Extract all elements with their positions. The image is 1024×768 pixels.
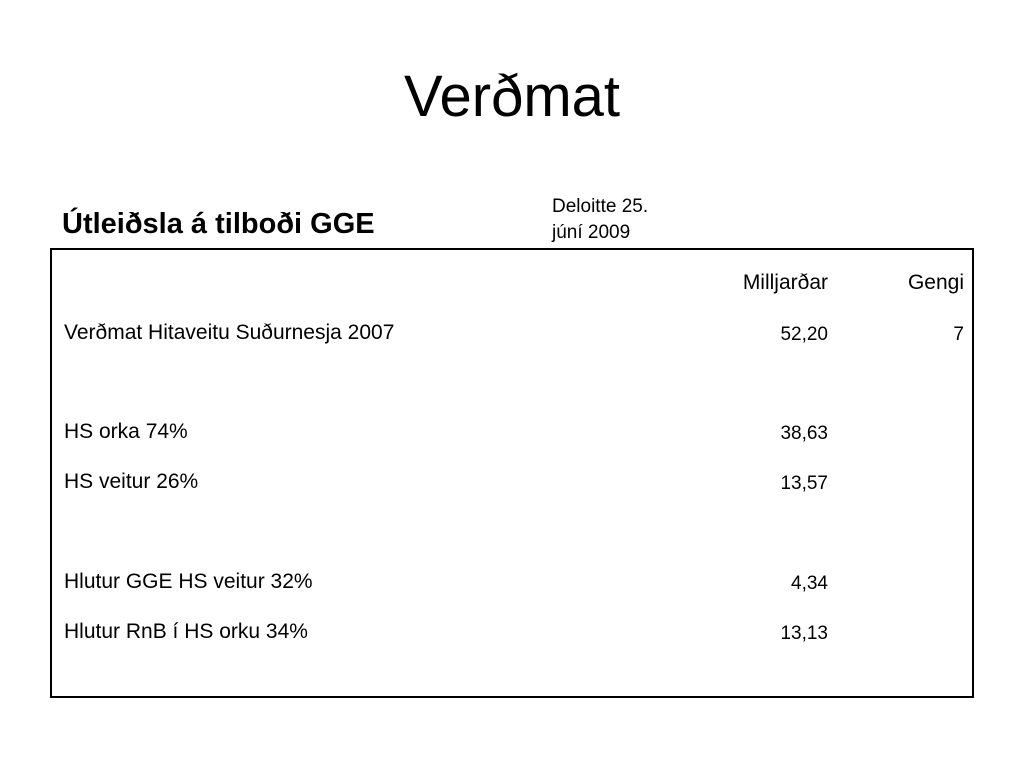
row-label-hs-orka: HS orka 74% [64,420,188,443]
row-value-hs-veitur: 13,57 [780,473,828,494]
section-heading: Útleiðsla á tilboði GGE [62,208,375,240]
column-header-billions: Milljarðar [742,271,828,294]
source-note-line1: Deloitte 25. [552,196,649,217]
row-rate-hs-valuation: 7 [953,324,964,345]
slide-title: Verðmat [404,64,620,129]
source-note-line2: júní 2009 [552,222,631,243]
source-note: Deloitte 25. júní 2009 [552,194,702,246]
row-label-hs-veitur: HS veitur 26% [64,470,199,493]
row-value-hs-orka: 38,63 [780,423,828,444]
valuation-table: Milljarðar Gengi Verðmat Hitaveitu Suður… [50,248,974,698]
row-label-hs-valuation: Verðmat Hitaveitu Suðurnesja 2007 [64,321,395,344]
row-value-hs-valuation: 52,20 [780,324,828,345]
row-value-gge-share: 4,34 [791,573,828,594]
row-value-rnb-share: 13,13 [780,623,828,644]
row-label-rnb-share: Hlutur RnB í HS orku 34% [64,620,308,643]
column-header-rate: Gengi [907,271,964,294]
row-label-gge-share: Hlutur GGE HS veitur 32% [64,570,313,593]
